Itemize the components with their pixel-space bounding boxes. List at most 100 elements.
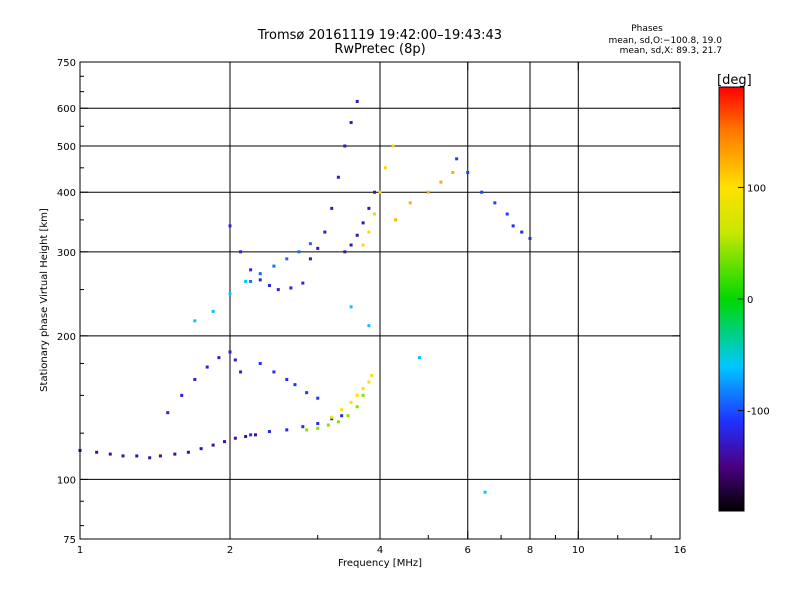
y-tick-label: 200: [57, 332, 76, 343]
data-point: [228, 292, 232, 296]
phases-box-mean-o: mean, sd,O:−100.8, 19.0: [608, 36, 722, 46]
data-point: [239, 250, 243, 254]
data-point: [285, 257, 289, 261]
data-point: [343, 250, 347, 254]
data-point: [417, 356, 421, 360]
data-point: [180, 393, 184, 397]
data-point: [355, 99, 359, 103]
data-point: [305, 391, 309, 395]
data-point: [228, 350, 232, 354]
data-point: [166, 411, 170, 415]
data-point: [330, 417, 334, 421]
colorbar-label: [deg]: [717, 73, 752, 88]
data-point: [361, 221, 365, 225]
colorbar-tick-label: 100: [747, 183, 766, 194]
data-point: [330, 206, 334, 210]
data-point: [367, 324, 371, 328]
data-point: [249, 279, 253, 283]
x-tick-label: 8: [527, 545, 533, 556]
data-point: [293, 383, 297, 387]
grid-lines: [80, 62, 680, 539]
data-point: [121, 454, 125, 458]
data-point: [223, 440, 227, 444]
data-points: [78, 99, 532, 494]
y-axis-label: Stationary phase Virtual Height [km]: [39, 208, 50, 392]
data-point: [439, 180, 443, 184]
x-tick-label: 2: [227, 545, 233, 556]
y-tick-label: 500: [57, 142, 76, 153]
data-point: [346, 414, 350, 418]
data-point: [349, 400, 353, 404]
data-point: [305, 428, 309, 432]
data-point: [367, 380, 371, 384]
data-point: [308, 257, 312, 261]
data-point: [455, 157, 459, 161]
data-point: [426, 190, 430, 194]
data-point: [340, 408, 344, 412]
colorbar: [deg] 100 0 -100: [717, 73, 770, 512]
data-point: [367, 230, 371, 234]
data-point: [239, 370, 243, 374]
data-point: [289, 286, 293, 290]
data-point: [308, 242, 312, 246]
data-point: [367, 206, 371, 210]
data-point: [186, 450, 190, 454]
data-point: [233, 358, 237, 362]
y-tick-label: 400: [57, 188, 76, 199]
data-point: [355, 393, 359, 397]
data-point: [249, 268, 253, 272]
data-point: [394, 218, 398, 222]
chart-subtitle: RwPretec (8p): [334, 42, 425, 57]
data-point: [349, 121, 353, 125]
x-tick-label: 16: [674, 545, 687, 556]
data-point: [378, 190, 382, 194]
y-tick-label: 100: [57, 475, 76, 486]
data-point: [336, 420, 340, 424]
data-point: [301, 281, 305, 285]
data-point: [370, 374, 374, 378]
data-point: [233, 436, 237, 440]
x-tick-label: 1: [77, 545, 83, 556]
data-point: [285, 377, 289, 381]
data-point: [383, 166, 387, 170]
data-point: [301, 425, 305, 429]
x-tick-label: 4: [377, 545, 383, 556]
data-point: [267, 283, 271, 287]
data-point: [355, 233, 359, 237]
data-point: [451, 170, 455, 174]
data-point: [520, 230, 524, 234]
x-tick-label: 10: [572, 545, 585, 556]
data-point: [193, 319, 197, 323]
data-point: [323, 230, 327, 234]
data-point: [316, 426, 320, 430]
y-tick-label: 750: [57, 58, 76, 69]
data-point: [466, 170, 470, 174]
x-axis-label: Frequency [MHz]: [338, 558, 422, 569]
data-point: [340, 414, 344, 418]
y-tick-label: 600: [57, 104, 76, 115]
axis-ticks: 1 2 4 6 8 10 16 75 100 200 300 400 500 600 750: [57, 58, 686, 556]
data-point: [361, 393, 365, 397]
data-point: [343, 144, 347, 148]
data-point: [193, 377, 197, 381]
data-point: [285, 428, 289, 432]
data-point: [483, 490, 487, 494]
data-point: [336, 175, 340, 179]
data-point: [326, 423, 330, 427]
data-point: [205, 365, 209, 369]
data-point: [173, 452, 177, 456]
data-point: [228, 224, 232, 228]
data-point: [244, 279, 248, 283]
data-point: [258, 361, 262, 365]
y-tick-label: 75: [63, 535, 76, 546]
chart-title: Tromsø 20161119 19:42:00–19:43:43: [257, 28, 502, 43]
colorbar-tick-label: 0: [747, 295, 753, 306]
data-point: [211, 443, 215, 447]
data-point: [148, 456, 152, 460]
data-point: [505, 212, 509, 216]
data-point: [108, 452, 112, 456]
data-point: [330, 415, 334, 419]
data-point: [511, 224, 515, 228]
data-point: [373, 190, 377, 194]
